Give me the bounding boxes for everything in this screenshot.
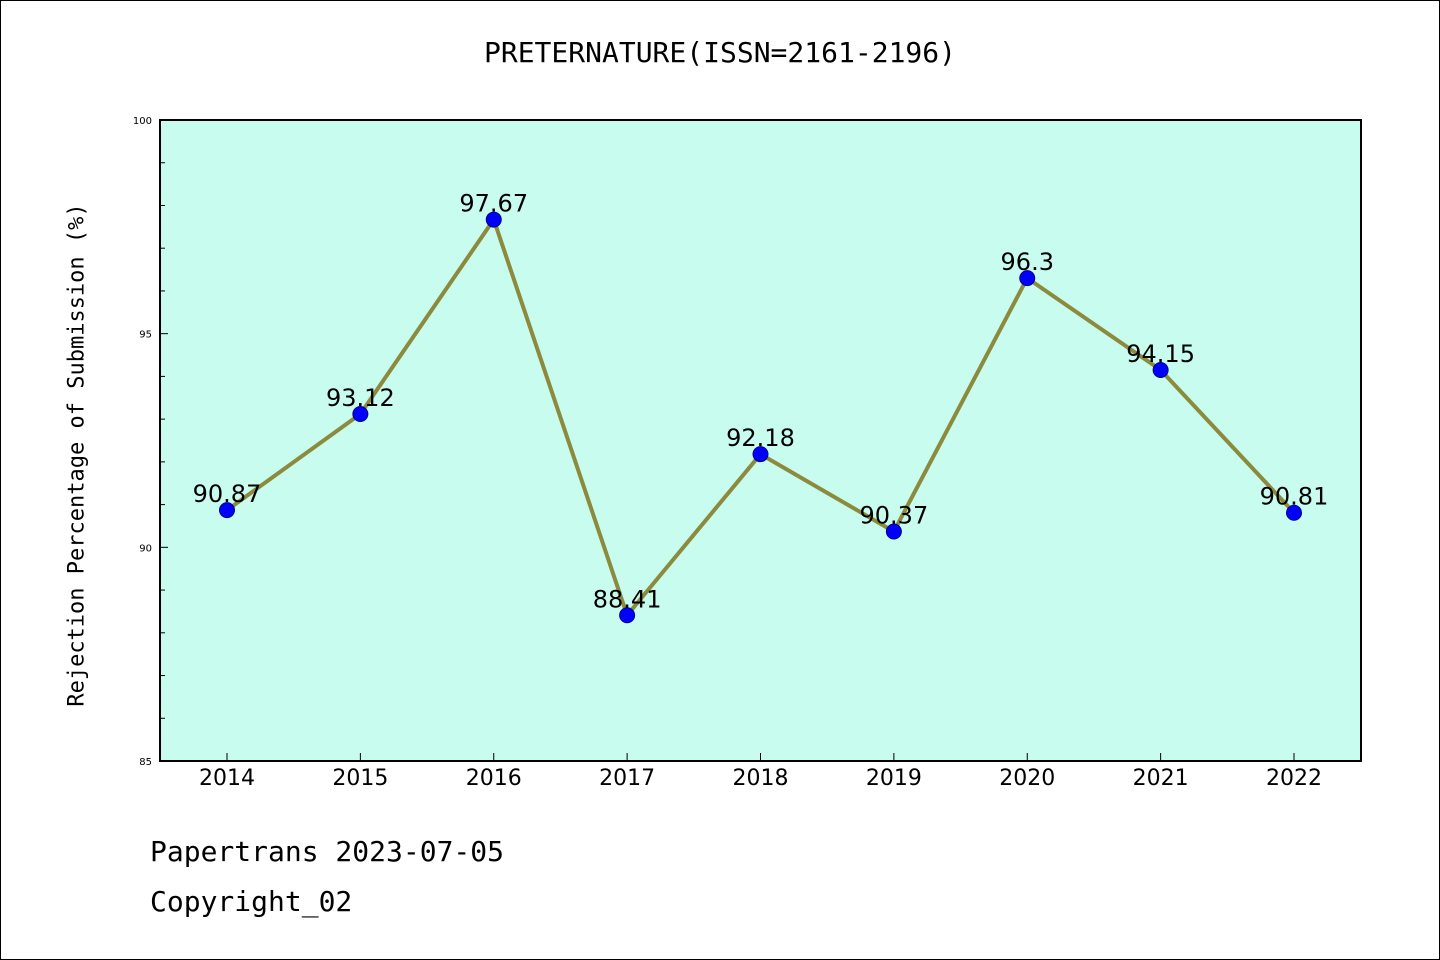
data-label: 97.67	[459, 190, 528, 218]
x-tick-label: 2020	[999, 766, 1055, 791]
data-point	[352, 406, 369, 423]
x-tick-label: 2017	[599, 766, 655, 791]
data-label: 94.15	[1126, 340, 1195, 368]
y-tick-label: 90	[139, 543, 152, 554]
x-tick-label: 2021	[1133, 766, 1189, 791]
x-tick-label: 2019	[866, 766, 922, 791]
x-tick-label: 2018	[733, 766, 789, 791]
y-tick-label: 95	[139, 330, 152, 341]
data-label: 88.41	[593, 585, 662, 613]
data-label: 92.18	[726, 424, 795, 452]
x-tick-label: 2016	[466, 766, 522, 791]
data-point	[485, 211, 502, 228]
data-point	[752, 446, 769, 463]
data-point	[1152, 361, 1169, 378]
data-label: 90.87	[193, 480, 262, 508]
data-point	[219, 502, 235, 519]
x-axis: 2014 2015 2016 2017 2018 2019 2020 2021 2022	[199, 753, 1322, 791]
data-point	[619, 607, 636, 624]
chart-title: PRETERNATURE(ISSN=2161-2196)	[483, 36, 956, 69]
data-label: 90.81	[1260, 483, 1329, 511]
data-labels: 90.87 93.12 97.67 88.41 92.18 90.37 96.3 94.15 9…	[193, 190, 1329, 614]
data-point	[1019, 270, 1036, 287]
series-group	[219, 211, 1302, 624]
y-tick-label: 100	[133, 116, 152, 127]
data-label: 96.3	[1001, 248, 1054, 276]
y-axis: 85 90 95 100	[133, 116, 168, 768]
data-label: 93.12	[326, 384, 395, 412]
x-tick-label: 2015	[332, 766, 388, 791]
footer-copyright: Copyright_02	[150, 885, 353, 918]
x-tick-label: 2014	[199, 766, 255, 791]
data-point	[1286, 504, 1302, 521]
x-tick-label: 2022	[1266, 766, 1322, 791]
data-point	[885, 523, 902, 540]
data-label: 90.37	[860, 502, 929, 530]
footer-source-date: Papertrans 2023-07-05	[150, 835, 505, 868]
plot-area	[159, 119, 1362, 762]
y-tick-label: 85	[139, 757, 152, 768]
